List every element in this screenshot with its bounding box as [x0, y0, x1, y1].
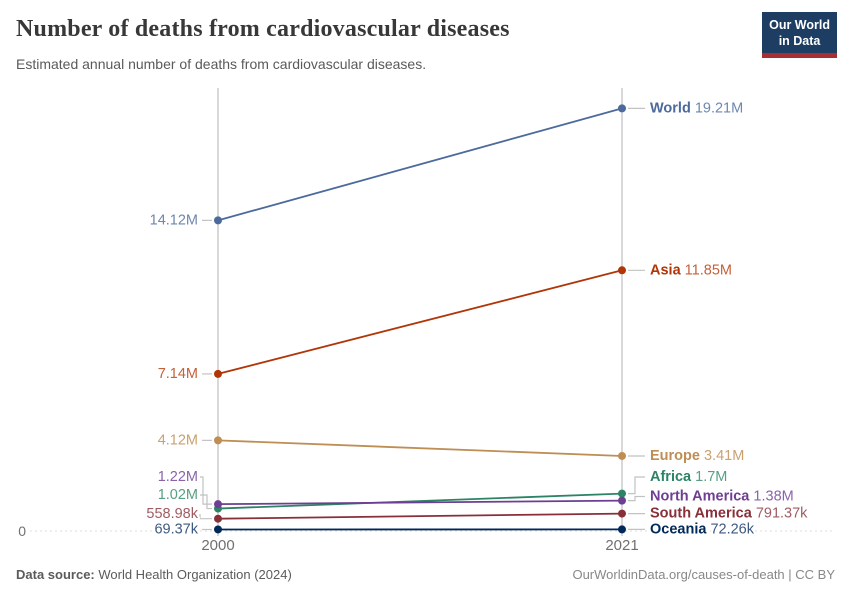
series-label-north-america[interactable]: North America 1.38M: [648, 487, 796, 507]
data-source: Data source: World Health Organization (…: [16, 567, 292, 582]
end-value-label-africa: 1.7M: [691, 469, 727, 485]
connector-left-africa: [200, 494, 212, 510]
point-south-america-2000[interactable]: [214, 514, 222, 523]
chart-footer: Data source: World Health Organization (…: [16, 567, 835, 582]
series-line-world[interactable]: [217, 107, 623, 222]
x-tick-2021: 2021: [605, 537, 638, 554]
series-name-oceania: Oceania: [650, 521, 707, 537]
series-label-asia[interactable]: Asia 11.85M: [648, 260, 734, 280]
end-value-label-europe: 3.41M: [700, 448, 744, 464]
start-value-label-north-america: 1.22M: [158, 469, 198, 485]
series-line-europe[interactable]: [217, 439, 623, 457]
start-value-label-world: 14.12M: [150, 212, 198, 228]
point-oceania-2000[interactable]: [214, 525, 222, 534]
series-name-africa: Africa: [650, 469, 692, 485]
end-value-label-north-america: 1.38M: [749, 489, 793, 505]
point-asia-2000[interactable]: [214, 369, 222, 378]
data-source-text: World Health Organization (2024): [94, 567, 292, 582]
y-axis-zero-label: 0: [18, 523, 26, 539]
series-name-south-america: South America: [650, 506, 753, 522]
point-europe-2021[interactable]: [618, 451, 626, 460]
point-south-america-2021[interactable]: [618, 509, 626, 518]
connector-left-south-america: [199, 514, 212, 520]
data-source-label: Data source:: [16, 567, 95, 582]
series-name-asia: Asia: [650, 262, 682, 278]
connector-right-africa: [628, 476, 645, 495]
chart-title: Number of deaths from cardiovascular dis…: [16, 16, 510, 42]
point-oceania-2021[interactable]: [618, 525, 626, 534]
series-name-north-america: North America: [650, 489, 750, 505]
point-europe-2000[interactable]: [214, 436, 222, 445]
chart-subtitle: Estimated annual number of deaths from c…: [16, 56, 427, 72]
start-value-label-south-america: 558.98k: [146, 506, 198, 522]
point-north-america-2000[interactable]: [214, 500, 222, 509]
start-value-label-asia: 7.14M: [158, 366, 198, 382]
start-value-label-africa: 1.02M: [158, 487, 198, 503]
connector-left-north-america: [200, 476, 212, 505]
series-label-europe[interactable]: Europe 3.41M: [648, 446, 746, 466]
connector-right-north-america: [628, 495, 645, 502]
series-line-africa[interactable]: [217, 492, 623, 510]
series-label-africa[interactable]: Africa 1.7M: [648, 467, 729, 487]
series-label-world[interactable]: World 19.21M: [648, 98, 745, 118]
point-north-america-2021[interactable]: [618, 496, 626, 505]
start-value-label-europe: 4.12M: [158, 432, 198, 448]
series-name-world: World: [650, 100, 691, 116]
series-label-oceania[interactable]: Oceania 72.26k: [648, 519, 757, 539]
series-name-europe: Europe: [650, 448, 700, 464]
owid-logo-line2: in Data: [778, 33, 821, 48]
owid-logo-line1: Our World: [769, 18, 830, 32]
point-asia-2021[interactable]: [618, 266, 626, 275]
end-value-label-world: 19.21M: [691, 100, 743, 116]
start-value-label-oceania: 69.37k: [154, 521, 198, 537]
series-line-north-america[interactable]: [217, 499, 623, 506]
owid-logo[interactable]: Our World in Data: [762, 12, 837, 59]
point-world-2000[interactable]: [214, 216, 222, 225]
series-line-asia[interactable]: [217, 269, 623, 375]
point-africa-2021[interactable]: [618, 489, 626, 498]
x-tick-2000: 2000: [201, 537, 234, 554]
end-value-label-asia: 11.85M: [681, 262, 732, 278]
end-value-label-oceania: 72.26k: [706, 521, 754, 537]
end-value-label-south-america: 791.37k: [752, 506, 808, 522]
series-label-south-america[interactable]: South America 791.37k: [648, 504, 810, 524]
attribution-link[interactable]: OurWorldinData.org/causes-of-death | CC …: [572, 567, 835, 582]
point-world-2021[interactable]: [618, 104, 626, 113]
series-line-south-america[interactable]: [217, 512, 623, 520]
